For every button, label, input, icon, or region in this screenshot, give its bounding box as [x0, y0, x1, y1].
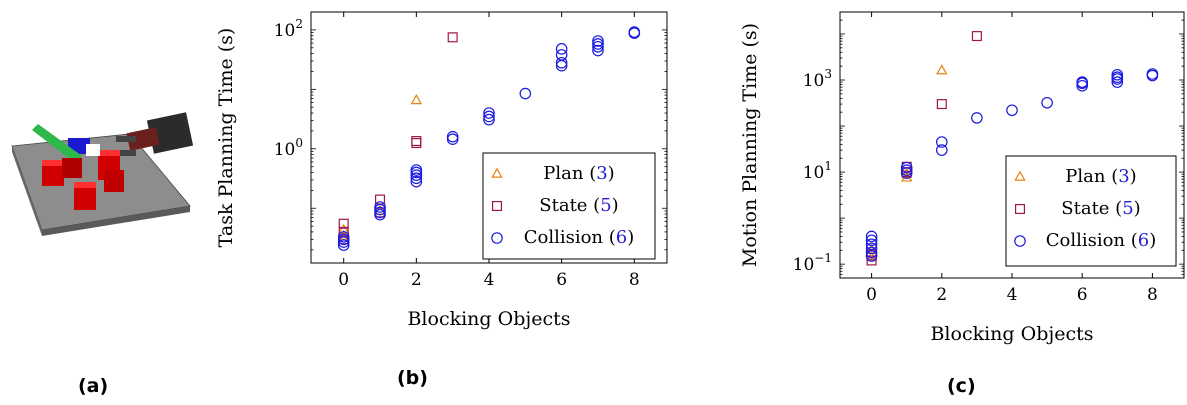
- x-tick-label: 6: [1077, 285, 1088, 305]
- data-point-collision: [446, 130, 459, 143]
- x-axis-label: Blocking Objects: [407, 308, 570, 330]
- data-point-collision: [592, 40, 604, 53]
- robot-scene-image: [11, 112, 194, 236]
- data-point-state: [936, 99, 947, 110]
- motion-planning-chart: 0 2 4 6 8 10−1 101 103 Blocking Objects Motion Pl…: [739, 11, 1185, 345]
- series-collision: [337, 26, 641, 251]
- data-point-collision: [865, 250, 878, 262]
- panel-a-label: (a): [78, 375, 109, 397]
- y-tick-label: 103: [803, 67, 832, 91]
- data-point-collision: [865, 242, 878, 255]
- data-point-collision: [446, 133, 459, 146]
- data-point-collision: [628, 26, 641, 38]
- y-tick-label: 102: [274, 17, 303, 41]
- legend-marker-plan: [491, 167, 503, 178]
- data-point-collision: [865, 246, 878, 259]
- legend-box: [482, 152, 656, 260]
- data-point-collision: [410, 172, 423, 185]
- data-point-collision: [555, 49, 568, 61]
- x-tick-label: 0: [866, 285, 877, 305]
- x-tick-label: 4: [484, 270, 495, 290]
- data-point-collision: [410, 164, 423, 176]
- data-point-collision: [1041, 96, 1053, 109]
- y-tick-label: 101: [803, 159, 832, 183]
- data-point-state: [971, 31, 982, 42]
- data-point-collision: [483, 110, 495, 123]
- data-point-collision: [865, 234, 878, 247]
- data-point-collision: [971, 112, 983, 124]
- legend-label-plan: Plan (3): [543, 163, 614, 184]
- data-point-collision: [337, 239, 350, 251]
- x-tick-label: 0: [338, 270, 349, 290]
- legend-marker-collision: [491, 232, 503, 244]
- data-point-collision: [592, 35, 604, 47]
- x-axis: 0 2 4 6 8: [866, 12, 1158, 305]
- data-point-plan: [410, 94, 423, 105]
- legend-marker-plan: [1014, 170, 1026, 181]
- y-tick-label: 10−1: [793, 251, 832, 275]
- x-tick-label: 2: [411, 270, 422, 290]
- series-state: [338, 32, 458, 245]
- legend-box: [1005, 155, 1177, 267]
- data-point-collision: [555, 43, 568, 55]
- data-point-collision: [900, 167, 913, 179]
- data-point-collision: [1146, 68, 1159, 80]
- legend-label-state: State (5): [539, 195, 618, 216]
- legend-label-collision: Collision (6): [524, 227, 635, 248]
- series-collision: [865, 68, 1159, 262]
- legend: Plan (3) State (5) Collision (6): [482, 152, 656, 260]
- x-tick-label: 4: [1007, 285, 1018, 305]
- y-axis-label: Task Planning Time (s): [215, 28, 237, 248]
- x-tick-label: 2: [936, 285, 947, 305]
- data-point-collision: [483, 113, 495, 126]
- data-point-collision: [1076, 76, 1089, 88]
- x-tick-label: 8: [1147, 285, 1158, 305]
- data-point-collision: [1111, 68, 1124, 81]
- data-point-collision: [519, 87, 532, 100]
- data-point-collision: [337, 231, 350, 243]
- data-point-collision: [337, 236, 350, 248]
- data-point-collision: [555, 56, 568, 69]
- data-point-collision: [483, 107, 495, 119]
- data-point-collision: [1111, 76, 1124, 88]
- data-point-collision: [374, 206, 386, 219]
- panel-c-label: (c): [947, 375, 976, 397]
- data-point-collision: [935, 144, 948, 156]
- data-point-collision: [592, 38, 604, 50]
- data-point-collision: [935, 136, 948, 148]
- data-point-state: [411, 136, 422, 147]
- x-axis-label: Blocking Objects: [930, 323, 1093, 345]
- legend-marker-collision: [1014, 235, 1026, 247]
- data-point-collision: [410, 169, 423, 181]
- data-point-state: [866, 255, 877, 266]
- data-point-collision: [1006, 104, 1018, 117]
- data-point-state: [338, 218, 349, 229]
- x-tick-label: 8: [629, 270, 640, 290]
- legend-label-state: State (5): [1061, 198, 1140, 219]
- panel-b-label: (b): [397, 367, 428, 389]
- data-point-plan: [900, 167, 913, 178]
- data-point-collision: [374, 203, 386, 216]
- data-point-collision: [410, 175, 423, 188]
- data-point-collision: [900, 161, 913, 174]
- data-point-state: [411, 138, 422, 149]
- data-point-collision: [374, 201, 386, 213]
- legend-marker-state: [1014, 203, 1026, 215]
- y-axis: 100 102: [274, 11, 667, 251]
- y-tick-label: 100: [274, 136, 303, 160]
- task-planning-chart: 0 2 4 6 8 100 102 Blocking Objects Task Planning…: [215, 11, 668, 330]
- data-point-collision: [592, 44, 604, 57]
- data-point-state: [447, 32, 458, 43]
- data-point-plan: [936, 64, 948, 75]
- x-tick-label: 6: [556, 270, 567, 290]
- y-axis-label: Motion Planning Time (s): [739, 23, 761, 267]
- legend: Plan (3) State (5) Collision (6): [1005, 155, 1177, 267]
- data-point-collision: [865, 238, 878, 251]
- data-point-plan: [337, 223, 350, 234]
- legend-marker-state: [491, 200, 503, 212]
- legend-label-plan: Plan (3): [1065, 166, 1136, 187]
- legend-label-collision: Collision (6): [1046, 230, 1157, 251]
- data-point-collision: [865, 230, 878, 243]
- series-state: [866, 31, 982, 266]
